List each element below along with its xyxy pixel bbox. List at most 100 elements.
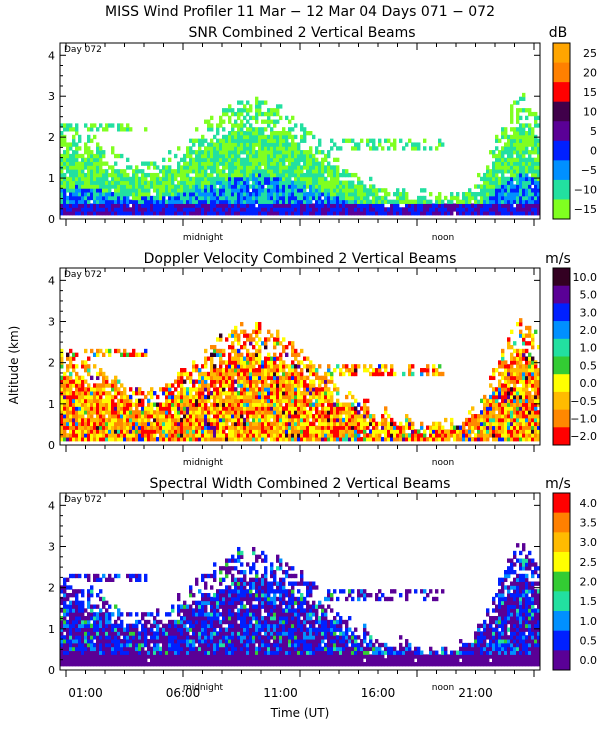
heatmap-cell <box>237 433 241 438</box>
heatmap-cell <box>117 199 121 204</box>
heatmap-cell <box>210 161 214 166</box>
heatmap-cell <box>147 406 151 411</box>
heatmap-cell <box>297 391 301 396</box>
heatmap-cell <box>183 425 187 430</box>
heatmap-cell <box>468 425 472 430</box>
heatmap-cell <box>516 348 520 354</box>
heatmap-cell <box>384 421 388 427</box>
heatmap-cell <box>261 184 265 189</box>
heatmap-cell <box>204 138 208 143</box>
heatmap-cell <box>189 425 193 430</box>
heatmap-cell <box>180 425 184 430</box>
heatmap-cell <box>501 425 505 430</box>
heatmap-cell <box>72 138 76 143</box>
heatmap-cell <box>168 211 172 216</box>
heatmap-cell <box>354 421 358 427</box>
heatmap-cell <box>135 192 139 197</box>
heatmap-cell <box>228 172 232 178</box>
heatmap-cell <box>144 406 148 411</box>
heatmap-cell <box>528 425 532 430</box>
heatmap-cell <box>273 398 277 404</box>
heatmap-cell <box>237 142 241 147</box>
heatmap-cell <box>219 176 223 182</box>
heatmap-cell <box>516 115 520 121</box>
heatmap-cell <box>258 371 262 377</box>
heatmap-cell <box>300 165 304 170</box>
heatmap-cell <box>417 203 421 208</box>
heatmap-cell <box>60 356 64 361</box>
colorbar-swatch <box>553 179 570 200</box>
heatmap-cell <box>219 142 223 147</box>
heatmap-cell <box>276 142 280 147</box>
heatmap-cell <box>294 433 298 438</box>
heatmap-cell <box>528 402 532 407</box>
heatmap-cell <box>507 425 511 430</box>
heatmap-cell <box>435 203 439 208</box>
heatmap-cell <box>315 188 319 193</box>
heatmap-cell <box>336 207 340 212</box>
heatmap-cell <box>69 402 73 407</box>
heatmap-cell <box>399 192 403 197</box>
heatmap-cell <box>207 398 211 404</box>
heatmap-cell <box>228 387 232 392</box>
heatmap-cell <box>165 429 169 434</box>
heatmap-cell <box>219 115 223 121</box>
heatmap-cell <box>300 176 304 182</box>
heatmap-cell <box>72 433 76 438</box>
heatmap-cell <box>75 371 79 377</box>
heatmap-cell <box>108 184 112 189</box>
heatmap-cell <box>267 203 271 208</box>
heatmap-cell <box>84 192 88 197</box>
heatmap-cell <box>108 417 112 423</box>
heatmap-cell <box>222 207 226 212</box>
heatmap-cell <box>219 172 223 178</box>
heatmap-cell <box>306 184 310 189</box>
heatmap-cell <box>216 387 220 392</box>
heatmap-cell <box>309 371 313 377</box>
heatmap-cell <box>528 188 532 193</box>
heatmap-cell <box>291 387 295 392</box>
heatmap-cell <box>186 153 190 159</box>
heatmap-cell <box>222 368 226 373</box>
heatmap-cell <box>183 199 187 204</box>
heatmap-cell <box>297 157 301 163</box>
heatmap-cell <box>273 150 277 155</box>
heatmap-cell <box>414 207 418 212</box>
heatmap-cell <box>207 153 211 159</box>
heatmap-cell <box>219 375 223 381</box>
heatmap-cell <box>246 199 250 204</box>
heatmap-cell <box>267 207 271 212</box>
heatmap-cell <box>114 195 118 201</box>
heatmap-cell <box>114 425 118 430</box>
heatmap-cell <box>171 207 175 212</box>
heatmap-cell <box>303 391 307 396</box>
heatmap-cell <box>219 333 223 338</box>
heatmap-cell <box>327 207 331 212</box>
heatmap-cell <box>231 414 235 419</box>
heatmap-cell <box>258 199 262 204</box>
heatmap-cell <box>234 371 238 377</box>
heatmap-cell <box>126 417 130 423</box>
heatmap-cell <box>258 429 262 434</box>
heatmap-cell <box>207 211 211 216</box>
heatmap-cell <box>258 364 262 369</box>
heatmap-cell <box>264 161 268 166</box>
heatmap-cell <box>189 417 193 423</box>
heatmap-cell <box>300 157 304 163</box>
heatmap-cell <box>321 387 325 392</box>
heatmap-cell <box>372 211 376 216</box>
heatmap-cell <box>504 188 508 193</box>
heatmap-cell <box>519 333 523 338</box>
heatmap-cell <box>210 360 214 365</box>
heatmap-cell <box>84 421 88 427</box>
heatmap-cell <box>330 410 334 415</box>
heatmap-cell <box>516 429 520 434</box>
heatmap-cell <box>372 192 376 197</box>
heatmap-cell <box>255 184 259 189</box>
heatmap-cell <box>498 433 502 438</box>
heatmap-cell <box>249 195 253 201</box>
heatmap-cell <box>522 406 526 411</box>
heatmap-cell <box>90 184 94 189</box>
heatmap-cell <box>96 146 100 151</box>
heatmap-cell <box>339 402 343 407</box>
